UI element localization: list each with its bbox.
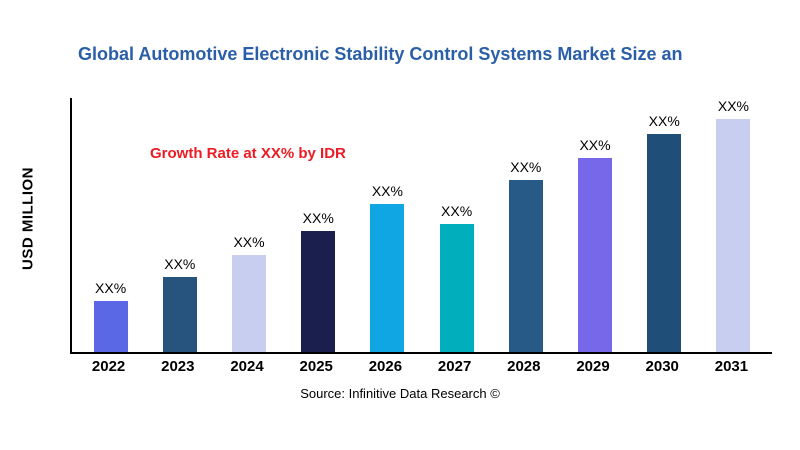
x-tick-2028: 2028 bbox=[507, 358, 541, 375]
bar-value-label: XX% bbox=[579, 137, 611, 153]
bar bbox=[301, 231, 336, 352]
bar-group-2023: XX% bbox=[145, 98, 214, 352]
x-tick-2025: 2025 bbox=[299, 358, 333, 375]
bar-value-label: XX% bbox=[302, 210, 334, 226]
x-tick-2023: 2023 bbox=[161, 358, 195, 375]
bar-value-label: XX% bbox=[164, 256, 196, 272]
source-attribution: Source: Infinitive Data Research © bbox=[300, 386, 500, 401]
bar bbox=[232, 255, 266, 352]
bar-value-label: XX% bbox=[371, 183, 403, 199]
chart-title: Global Automotive Electronic Stability C… bbox=[78, 44, 683, 64]
bar-group-2029: XX% bbox=[560, 98, 629, 352]
bar bbox=[508, 180, 543, 352]
bar-value-label: XX% bbox=[233, 234, 265, 250]
x-tick-2027: 2027 bbox=[437, 358, 472, 375]
bar-group-2031: XX% bbox=[699, 98, 768, 352]
growth-rate-annotation: Growth Rate at XX% by IDR bbox=[150, 145, 346, 162]
x-tick-2024: 2024 bbox=[230, 358, 264, 375]
bar-value-label: XX% bbox=[95, 280, 127, 296]
bar-value-label: XX% bbox=[441, 203, 473, 219]
plot-area: XX% XX% XX% XX% XX% XX% XX% XX% XX% XX% bbox=[70, 98, 772, 354]
bar bbox=[162, 277, 197, 352]
bar-group-2022: XX% bbox=[76, 98, 145, 352]
bar bbox=[93, 301, 128, 352]
bar-group-2024: XX% bbox=[214, 98, 283, 352]
x-tick-2029: 2029 bbox=[576, 358, 610, 375]
bar-group-2025: XX% bbox=[284, 98, 353, 352]
bar-value-label: XX% bbox=[510, 159, 542, 175]
bars-row: XX% XX% XX% XX% XX% XX% XX% XX% XX% XX% bbox=[72, 98, 772, 352]
bar-value-label: XX% bbox=[717, 98, 749, 114]
bar-value-label: XX% bbox=[648, 113, 680, 129]
x-tick-2022: 2022 bbox=[91, 358, 126, 375]
bar bbox=[370, 204, 405, 352]
bar-group-2030: XX% bbox=[630, 98, 699, 352]
bar bbox=[647, 134, 682, 352]
bar-group-2027: XX% bbox=[422, 98, 491, 352]
bar bbox=[439, 224, 474, 352]
bar-group-2026: XX% bbox=[353, 98, 422, 352]
x-axis-labels: 2022 2023 2024 2025 2026 2027 2028 2029 2030 2031 bbox=[70, 358, 770, 375]
x-tick-2026: 2026 bbox=[368, 358, 403, 375]
x-tick-2031: 2031 bbox=[714, 358, 749, 375]
bar bbox=[578, 158, 613, 352]
bar bbox=[716, 119, 751, 352]
bar-group-2028: XX% bbox=[491, 98, 560, 352]
y-axis-label: USD MILLION bbox=[19, 167, 37, 270]
x-tick-2030: 2030 bbox=[645, 358, 679, 375]
